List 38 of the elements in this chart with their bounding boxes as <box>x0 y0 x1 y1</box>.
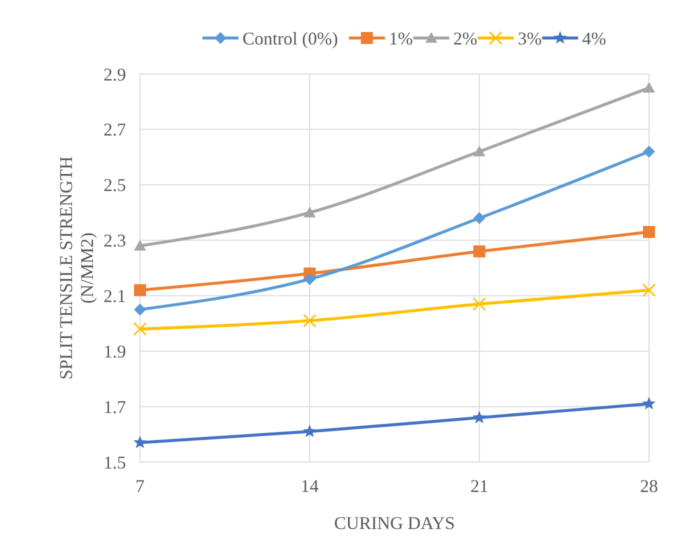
x-tick-label: 7 <box>136 476 144 496</box>
point <box>133 322 147 336</box>
y-tick-label: 2.9 <box>104 64 126 84</box>
legend-label: 2% <box>453 28 478 48</box>
point <box>642 396 656 410</box>
x-tick-label: 21 <box>470 476 488 496</box>
point <box>643 82 655 93</box>
y-tick-label: 2.1 <box>104 286 126 306</box>
y-tick-label: 1.9 <box>104 341 126 362</box>
point <box>472 410 486 424</box>
point <box>134 304 146 316</box>
point <box>303 424 316 438</box>
point <box>472 297 486 311</box>
legend-label: 3% <box>518 28 542 48</box>
point <box>134 240 146 251</box>
point <box>302 314 316 328</box>
point <box>473 212 486 224</box>
y-tick-label: 2.5 <box>104 175 126 196</box>
point <box>642 283 656 297</box>
point <box>134 284 146 296</box>
legend-label: Control (0%) <box>242 28 338 48</box>
x-tick-label: 28 <box>640 476 658 496</box>
point <box>473 245 486 258</box>
x-axis-title: CURING DAYS <box>334 513 455 533</box>
y-tick-label: 1.7 <box>104 396 126 417</box>
x-tick-label: 14 <box>300 476 319 496</box>
y-axis-title: SPLIT TENSILE STRENGTH (N/MM2) <box>56 156 97 380</box>
point <box>643 146 655 158</box>
point <box>304 206 316 218</box>
point <box>473 146 486 156</box>
y-tick-label: 1.5 <box>104 452 126 472</box>
legend-label: 1% <box>388 28 413 48</box>
legend-label: 4% <box>582 28 606 48</box>
y-tick-label: 2.3 <box>104 230 126 251</box>
y-tick-label: 2.7 <box>104 120 126 140</box>
point <box>133 436 147 448</box>
point <box>304 273 316 286</box>
point <box>643 226 655 238</box>
